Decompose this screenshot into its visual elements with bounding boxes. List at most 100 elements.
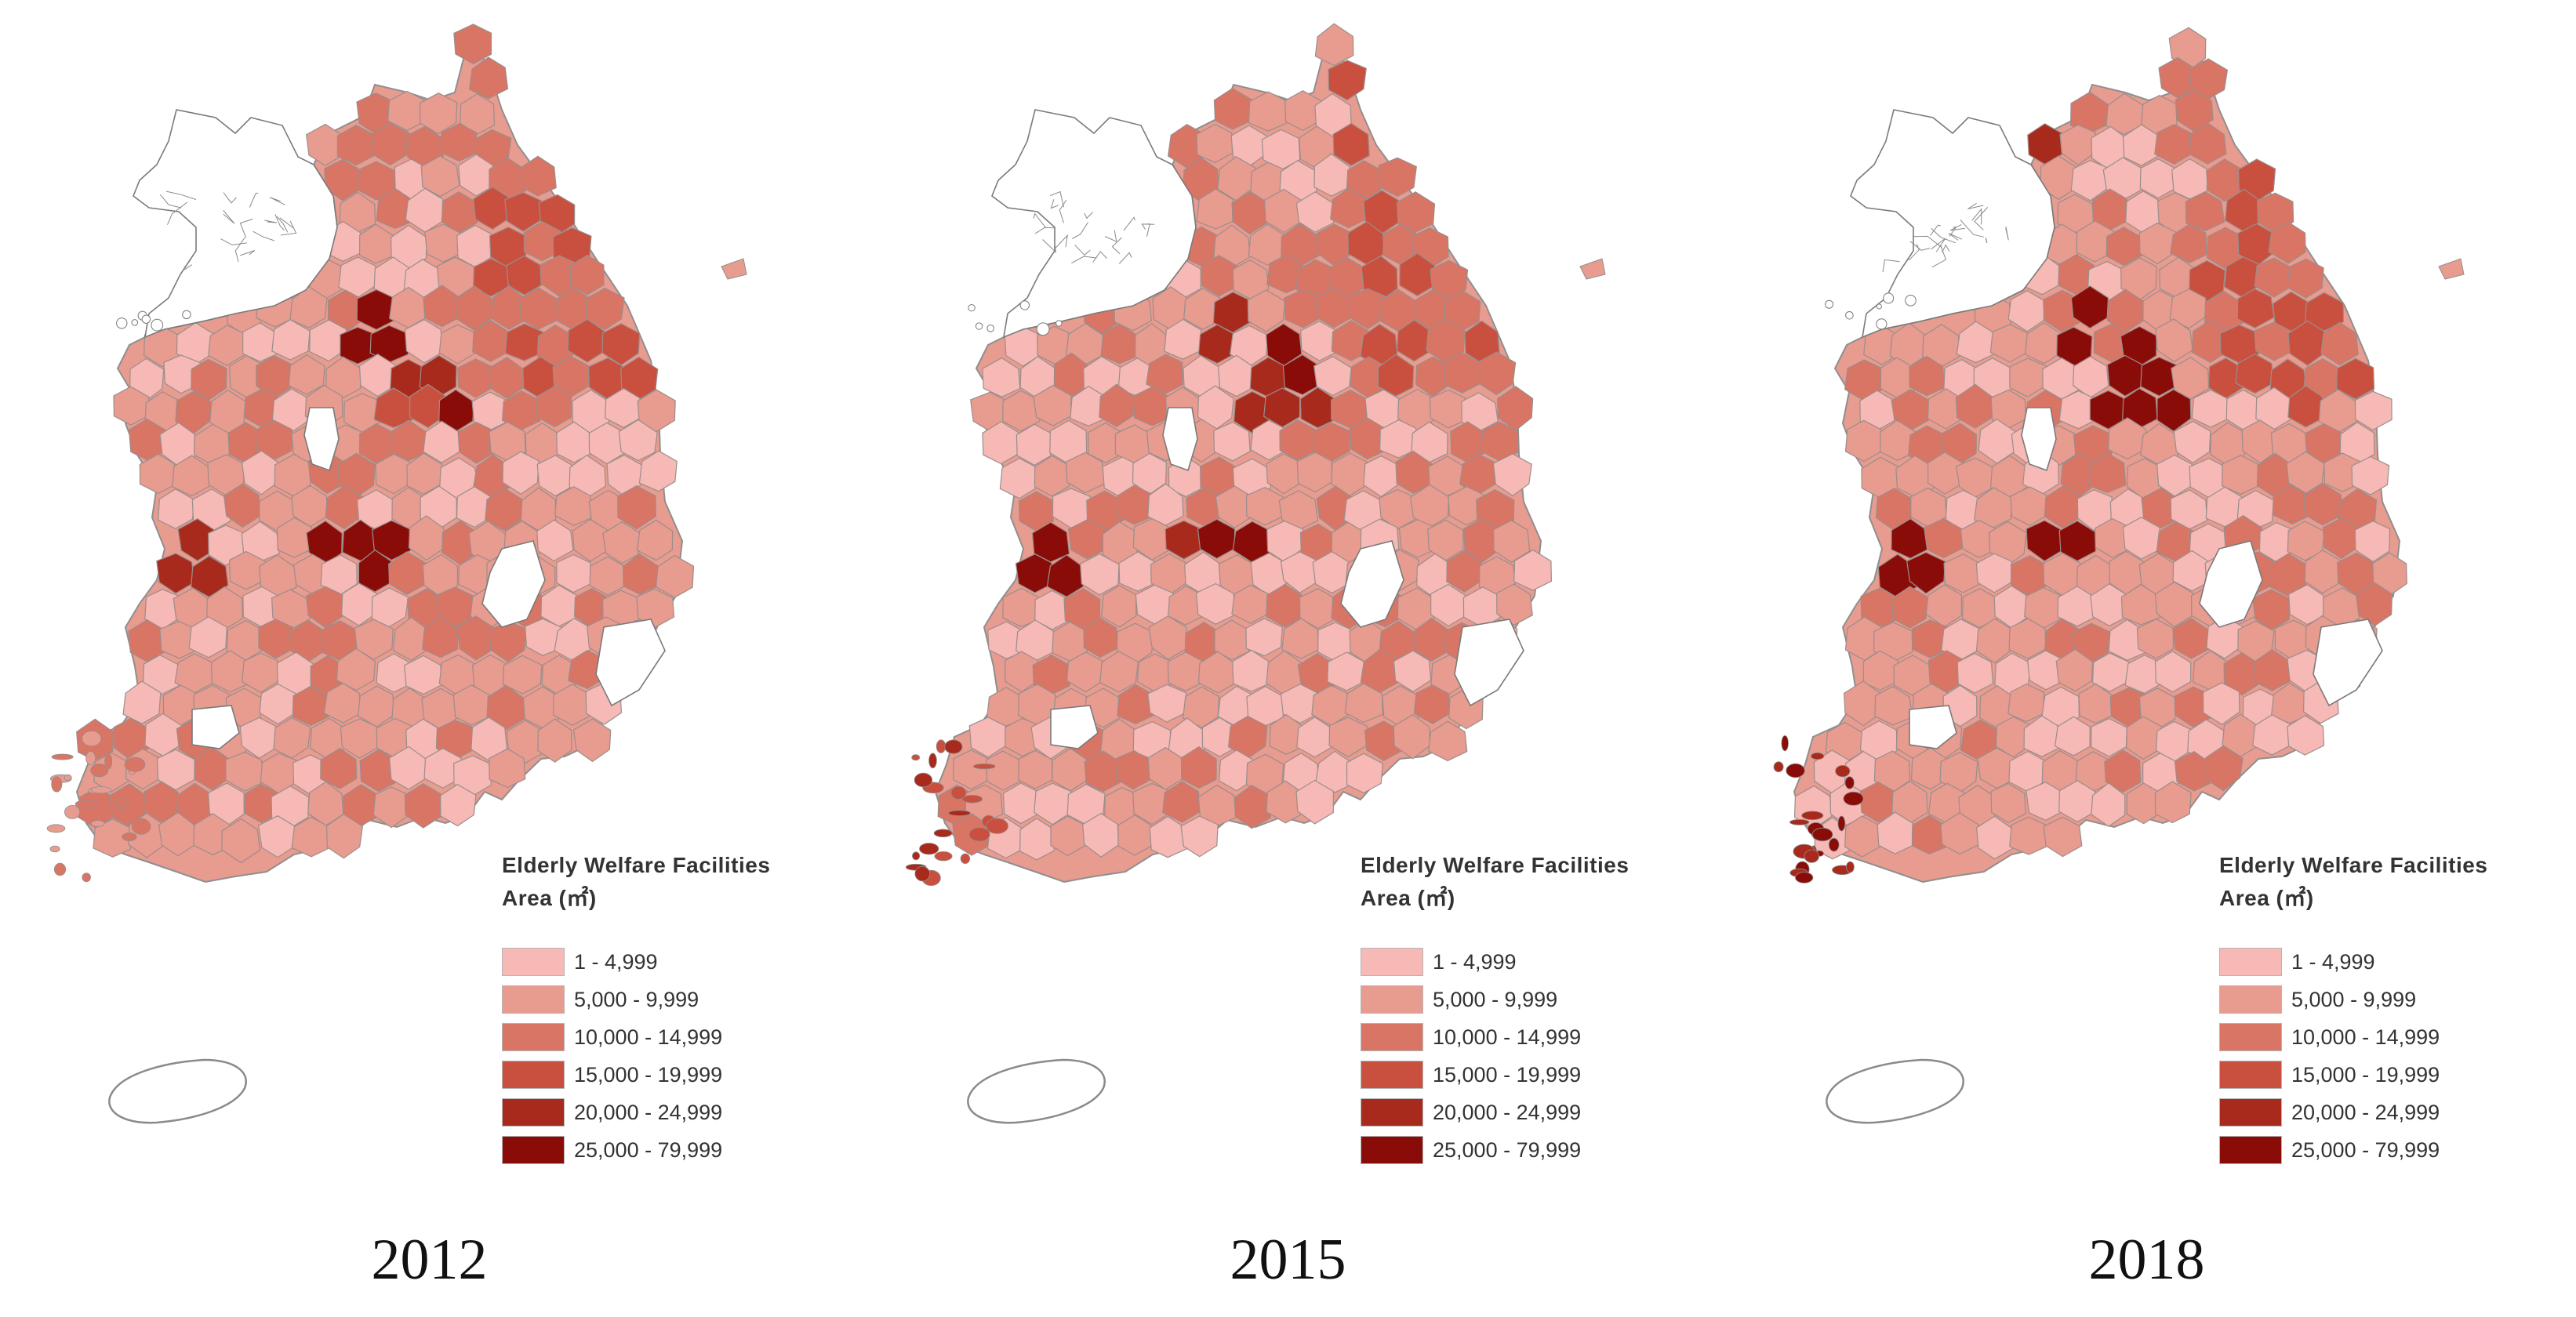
legend-item: 1 - 4,999 xyxy=(1361,943,1629,981)
legend-item: 10,000 - 14,999 xyxy=(502,1018,770,1056)
legend-swatch xyxy=(1361,1023,1423,1051)
ulleung-island xyxy=(721,258,747,280)
district-region xyxy=(1909,355,1946,397)
islet xyxy=(182,310,191,319)
district-region xyxy=(1346,753,1383,794)
daejeon-no-data xyxy=(303,407,340,472)
district-region xyxy=(1429,389,1466,429)
district-boundary xyxy=(264,220,277,223)
district-region xyxy=(2008,618,2047,659)
jeju-island xyxy=(967,1058,1106,1124)
district-boundary xyxy=(1104,230,1117,243)
islet xyxy=(1036,322,1050,336)
island xyxy=(114,798,129,810)
islet xyxy=(116,317,128,329)
district-region xyxy=(143,781,182,823)
korea-choropleth-map-2015 xyxy=(905,23,1606,1124)
district-boundary xyxy=(165,190,197,200)
busan-ulsan-no-data xyxy=(1454,619,1524,707)
district-region xyxy=(1083,617,1119,658)
district-region xyxy=(1492,520,1531,564)
district-region xyxy=(409,383,445,429)
legend-swatch xyxy=(1361,1061,1423,1089)
district-region xyxy=(1990,782,2026,824)
district-region xyxy=(1395,450,1433,494)
legend-label: 1 - 4,999 xyxy=(574,949,658,974)
district-region xyxy=(1495,583,1533,626)
district-region xyxy=(2070,285,2109,329)
islet xyxy=(1876,303,1882,310)
legend-label: 5,000 - 9,999 xyxy=(1433,987,1558,1011)
legend-item: 15,000 - 19,999 xyxy=(502,1056,770,1094)
district-region xyxy=(2235,353,2274,394)
district-region xyxy=(502,451,540,495)
legend-2018: Elderly Welfare Facilities Area (㎡) 1 - … xyxy=(2219,849,2487,1169)
jeju-island xyxy=(108,1058,247,1124)
district-region xyxy=(556,553,591,593)
district-region xyxy=(2287,385,2325,428)
district-region xyxy=(309,319,347,362)
map-panel-2018: Elderly Welfare Facilities Area (㎡) 1 - … xyxy=(1717,0,2576,1317)
district-region xyxy=(2138,222,2177,265)
island xyxy=(948,810,971,816)
district-region xyxy=(404,655,443,695)
district-region xyxy=(488,748,526,789)
legend-label: 20,000 - 24,999 xyxy=(574,1100,723,1124)
district-region xyxy=(2351,455,2390,495)
district-boundary xyxy=(1050,190,1064,208)
district-region xyxy=(2202,682,2240,726)
islet xyxy=(1905,295,1917,307)
district-region xyxy=(1266,583,1305,628)
district-region xyxy=(572,718,612,763)
district-region xyxy=(1428,720,1468,762)
legend-title-line2: Area (㎡) xyxy=(2219,886,2314,910)
district-region xyxy=(1195,582,1236,625)
legend-title-line1: Elderly Welfare Facilities xyxy=(1361,853,1630,877)
district-region xyxy=(288,354,325,395)
district-region xyxy=(1378,157,1417,198)
island xyxy=(944,739,963,754)
legend-title-line1: Elderly Welfare Facilities xyxy=(502,853,771,877)
legend-swatch xyxy=(2219,1098,2282,1127)
district-region xyxy=(1328,60,1367,101)
district-region xyxy=(460,93,496,135)
district-region xyxy=(1332,122,1370,166)
district-boundary xyxy=(1930,224,1942,236)
district-boundary xyxy=(1050,199,1059,209)
district-region xyxy=(1162,781,1201,823)
district-region xyxy=(503,655,543,695)
district-region xyxy=(1148,615,1188,660)
district-boundary xyxy=(253,230,275,241)
district-region xyxy=(2154,124,2194,165)
district-region xyxy=(1877,811,1915,854)
district-region xyxy=(1328,717,1368,758)
legend-swatch xyxy=(2219,948,2282,976)
district-region xyxy=(325,485,363,530)
district-region xyxy=(336,648,376,691)
district-region xyxy=(1266,254,1306,294)
district-boundary xyxy=(1931,227,1957,244)
capital-area-no-data xyxy=(133,109,338,339)
legend-swatch xyxy=(1361,948,1423,976)
district-region xyxy=(2155,318,2193,363)
island xyxy=(986,818,1008,834)
busan-ulsan-no-data xyxy=(2313,619,2383,707)
map-panel-2012: Elderly Welfare Facilities Area (㎡) 1 - … xyxy=(0,0,859,1317)
district-boundary xyxy=(1941,244,1950,253)
district-region xyxy=(1196,123,1234,164)
district-boundary xyxy=(274,214,285,231)
district-region xyxy=(1874,685,1913,726)
district-region xyxy=(258,619,296,659)
islet xyxy=(1883,292,1895,304)
legend-item: 25,000 - 79,999 xyxy=(502,1131,770,1169)
legend-item: 1 - 4,999 xyxy=(502,943,770,981)
district-boundary xyxy=(183,264,193,270)
district-region xyxy=(2189,122,2227,165)
district-region xyxy=(536,455,573,497)
district-region xyxy=(2173,420,2211,464)
district-region xyxy=(1399,252,1437,297)
legend-2012: Elderly Welfare Facilities Area (㎡) 1 - … xyxy=(502,849,770,1169)
district-boundary xyxy=(1967,202,1984,209)
district-region xyxy=(370,122,410,166)
district-boundary xyxy=(1949,223,1965,231)
